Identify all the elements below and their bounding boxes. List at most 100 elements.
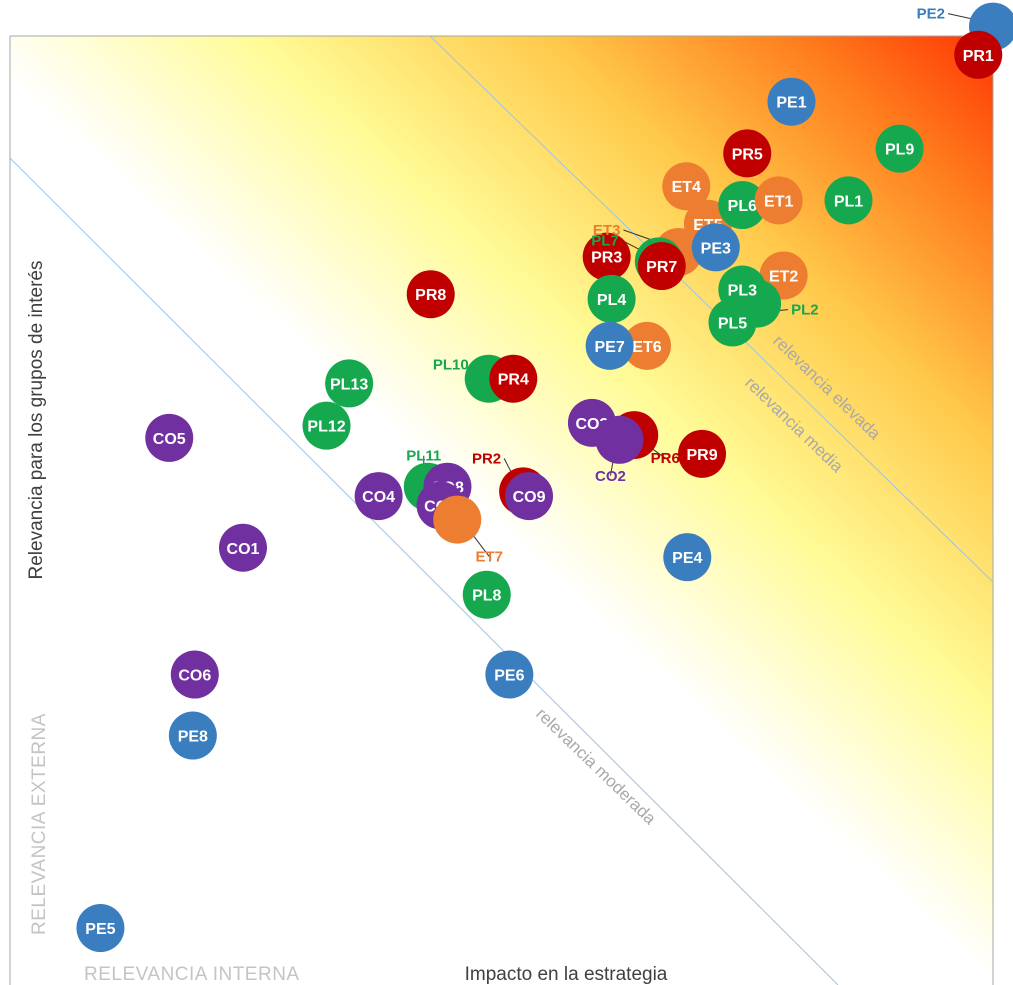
bubble-pl4: PL4 [587, 274, 636, 323]
bubble-label: PL5 [718, 315, 747, 332]
bubble-circle [622, 321, 671, 370]
bubble-circle [489, 354, 538, 403]
bubble-label: ET4 [672, 179, 701, 196]
bubble-co2 [595, 415, 644, 464]
y-axis-title: Relevancia para los grupos de interés [26, 261, 47, 580]
bubble-circle [954, 30, 1003, 79]
zone-lines [10, 36, 993, 985]
bubble-pe8: PE8 [168, 711, 217, 760]
high-zone-line [429, 36, 993, 583]
bubble-label: CO1 [227, 541, 260, 558]
bubble-et7 [433, 495, 482, 544]
bubble-et4: ET4 [662, 162, 711, 211]
bubble-circle [637, 242, 686, 291]
bubble-co1: CO1 [218, 523, 267, 572]
bubble-co9: CO9 [505, 472, 554, 521]
x-axis-title: Impacto en la estrategia [465, 964, 668, 985]
callout-pl7: PL7 [591, 232, 619, 249]
bubble-label: ET6 [632, 339, 661, 356]
bubble-label: CO6 [178, 668, 211, 685]
bubble-pr1: PR1 [954, 30, 1003, 79]
bubble-pr7: PR7 [637, 242, 686, 291]
bubble-pl12: PL12 [302, 401, 351, 450]
callout-pl2: PL2 [791, 302, 819, 319]
bubble-circle [678, 429, 727, 478]
bubble-et6: ET6 [622, 321, 671, 370]
bubble-label: CO4 [362, 489, 395, 506]
bubble-label: PL1 [834, 193, 863, 210]
bubble-circle [302, 401, 351, 450]
bubble-pl8: PL8 [462, 570, 511, 619]
bubble-co5: CO5 [145, 413, 194, 462]
bubble-circle [587, 274, 636, 323]
bubble-pl9: PL9 [875, 124, 924, 173]
bubble-series: PR1PE1PL9PR5ET4ET5PL6ET1PL1PE3PR3PR7ET2P… [76, 2, 1013, 953]
bubble-circle [433, 495, 482, 544]
bubble-circle [875, 124, 924, 173]
bubble-label: PR3 [591, 250, 622, 267]
bubble-circle [824, 176, 873, 225]
bubble-circle [662, 162, 711, 211]
bubble-label: PR7 [646, 259, 677, 276]
bubble-circle [582, 232, 631, 281]
bubble-circle [718, 181, 767, 230]
bubble-label: PE6 [494, 668, 524, 685]
bubble-et1: ET1 [754, 176, 803, 225]
bubble-circle [663, 533, 712, 582]
bubble-circle [595, 415, 644, 464]
bubble-circle [708, 298, 757, 347]
bubble-label: PE4 [672, 550, 702, 567]
bubble-label: PL13 [330, 376, 368, 393]
bubble-co6: CO6 [170, 650, 219, 699]
bubble-circle [76, 904, 125, 953]
callout-et3: ET3 [593, 222, 621, 239]
bubble-circle [406, 270, 455, 319]
bubble-circle [462, 570, 511, 619]
bubble-pe3: PE3 [691, 223, 740, 272]
bubble-label: PL4 [597, 292, 626, 309]
corner-label-relevancia-interna: RELEVANCIA INTERNA [84, 964, 300, 985]
bubble-circle [505, 472, 554, 521]
bubble-circle [145, 413, 194, 462]
bubble-circle [218, 523, 267, 572]
bubble-label: PL8 [472, 588, 501, 605]
bubble-label: PE8 [178, 729, 208, 746]
bubble-circle [354, 472, 403, 521]
bubble-circle [754, 176, 803, 225]
callout-co2: CO2 [595, 468, 626, 485]
bubble-pl6: PL6 [718, 181, 767, 230]
bubble-label: PR9 [686, 447, 717, 464]
bubble-label: PL12 [307, 419, 345, 436]
bubble-pl13: PL13 [325, 359, 374, 408]
bubble-label: PL6 [728, 198, 757, 215]
bubble-label: PE5 [85, 921, 115, 938]
bubble-label: CO5 [153, 431, 186, 448]
bubble-circle [170, 650, 219, 699]
callout-pl11: PL11 [406, 448, 441, 465]
bubble-pe4: PE4 [663, 533, 712, 582]
bubble-pr4: PR4 [489, 354, 538, 403]
bubble-pl5: PL5 [708, 298, 757, 347]
bubble-pe6: PE6 [485, 650, 534, 699]
bubble-label: ET2 [769, 268, 798, 285]
bubble-label: PR5 [732, 146, 763, 163]
bubble-pl1: PL1 [824, 176, 873, 225]
callout-pe2: PE2 [917, 6, 945, 23]
bubble-label: PE1 [776, 95, 806, 112]
bubble-circle [485, 650, 534, 699]
bubble-pe7: PE7 [585, 321, 634, 370]
bubble-circle [723, 129, 772, 178]
callout-et7: ET7 [476, 549, 504, 566]
bubble-label: PR8 [415, 287, 446, 304]
bubble-circle [325, 359, 374, 408]
callout-pr2: PR2 [472, 450, 501, 467]
bubble-pe1: PE1 [767, 77, 816, 126]
bubble-circle [168, 711, 217, 760]
bubble-pr8: PR8 [406, 270, 455, 319]
moderate-zone-line [10, 157, 839, 985]
bubble-pr5: PR5 [723, 129, 772, 178]
bubble-circle [585, 321, 634, 370]
bubble-label: PR4 [498, 372, 529, 389]
